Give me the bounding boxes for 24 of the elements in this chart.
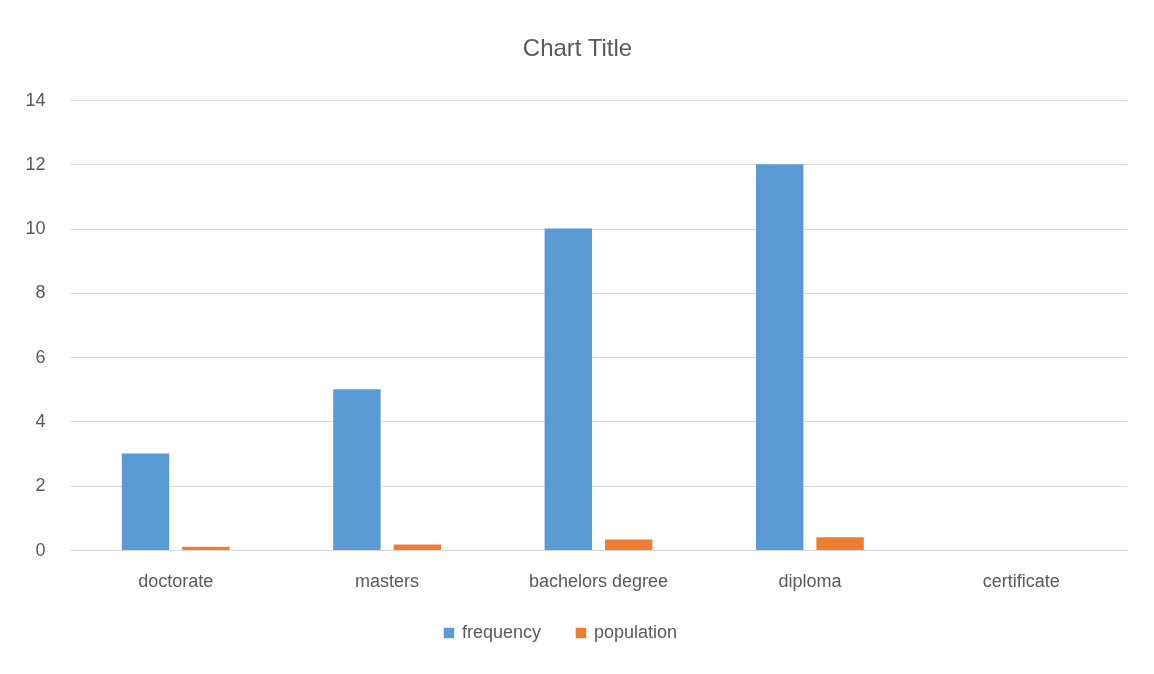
bar	[755, 164, 804, 550]
x-tick-label: certificate	[982, 570, 1060, 591]
legend-label: population	[593, 622, 678, 642]
bar	[121, 453, 170, 550]
x-tick-label: bachelors degree	[528, 570, 669, 591]
y-tick-label: 0	[35, 539, 46, 560]
bar	[182, 546, 230, 550]
y-tick-label: 12	[25, 153, 46, 174]
x-tick-label: doctorate	[138, 570, 214, 591]
bar	[544, 228, 593, 550]
x-tick-label: masters	[355, 570, 420, 591]
y-tick-label: 4	[35, 410, 46, 431]
bar	[816, 537, 864, 550]
y-tick-label: 14	[25, 89, 46, 110]
bar	[333, 389, 381, 550]
y-tick-label: 8	[35, 282, 46, 303]
y-tick-label: 10	[25, 218, 46, 239]
chart-title: Chart Title	[522, 34, 633, 61]
legend-label: frequency	[461, 622, 542, 642]
x-tick-label: diploma	[778, 570, 843, 591]
bar	[604, 539, 653, 550]
y-tick-label: 6	[35, 346, 46, 367]
bar	[393, 544, 442, 550]
y-tick-label: 2	[35, 475, 46, 496]
